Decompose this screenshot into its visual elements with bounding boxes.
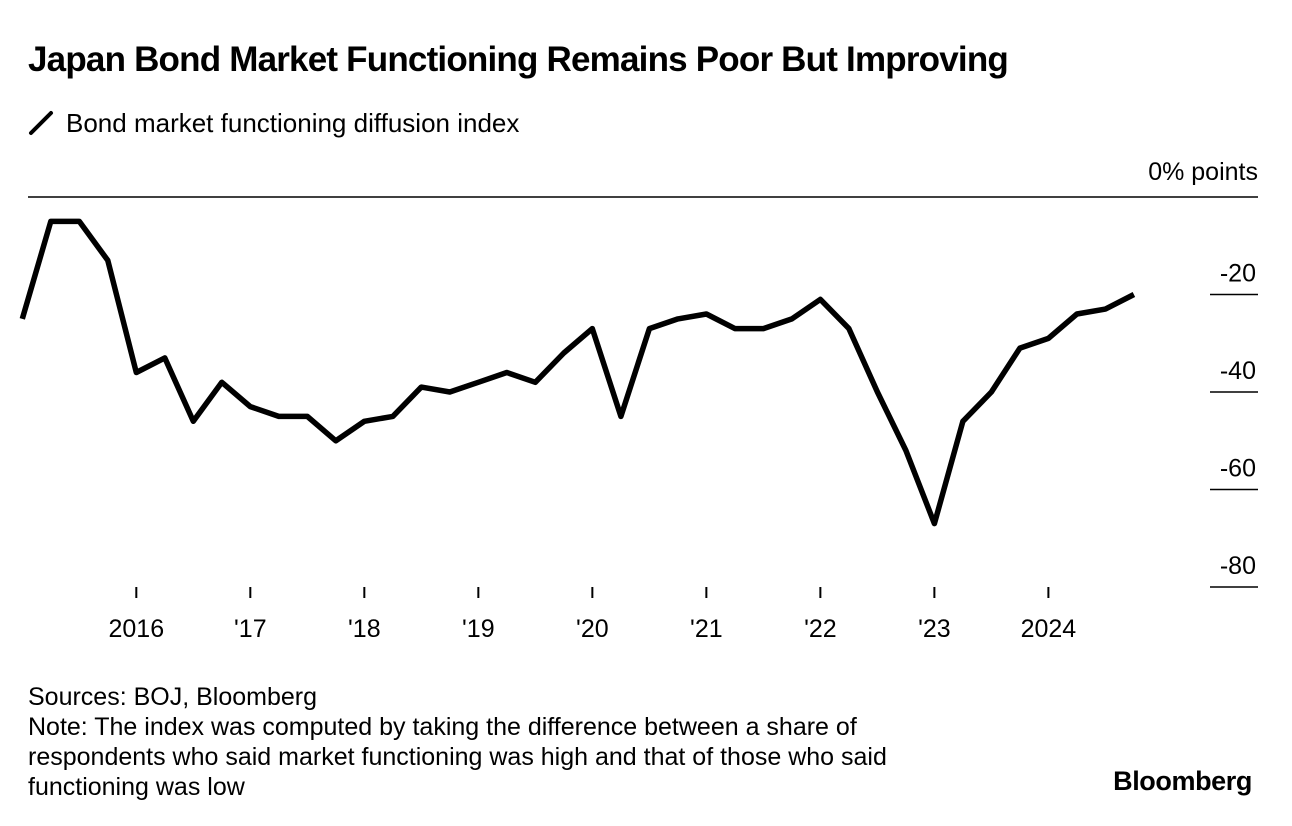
x-tick-label: '22 xyxy=(804,615,837,643)
legend: Bond market functioning diffusion index xyxy=(28,106,519,140)
y-tick-label: -80 xyxy=(1220,552,1256,580)
y-tick-label: -60 xyxy=(1220,455,1256,483)
chart-footer: Sources: BOJ, Bloomberg Note: The index … xyxy=(28,682,988,802)
unit-label: 0% points xyxy=(1148,158,1258,186)
legend-label: Bond market functioning diffusion index xyxy=(66,107,520,138)
x-tick-label: '21 xyxy=(690,615,723,643)
x-tick-label: 2024 xyxy=(1021,615,1077,643)
line-chart: 0% points -20 -40 -60 -80 2016 '17 '18 '19 '20 '21… xyxy=(19,158,1258,643)
series-line xyxy=(19,218,1136,527)
sources-text: Sources: BOJ, Bloomberg xyxy=(28,683,318,711)
chart-title: Japan Bond Market Functioning Remains Po… xyxy=(28,40,1009,79)
line-series-icon xyxy=(29,111,53,135)
x-tick-label: '23 xyxy=(918,615,951,643)
y-tick-label: -40 xyxy=(1220,357,1256,385)
x-tick-label: 2016 xyxy=(108,615,164,643)
x-tick-label: '19 xyxy=(462,615,495,643)
x-tick-label: '18 xyxy=(348,615,381,643)
x-tick-label: '20 xyxy=(576,615,609,643)
y-tick-label: -20 xyxy=(1220,260,1256,288)
x-tick-label: '17 xyxy=(234,615,267,643)
bloomberg-logo: Bloomberg xyxy=(1113,766,1252,796)
note-text: Note: The index was computed by taking t… xyxy=(28,713,887,801)
